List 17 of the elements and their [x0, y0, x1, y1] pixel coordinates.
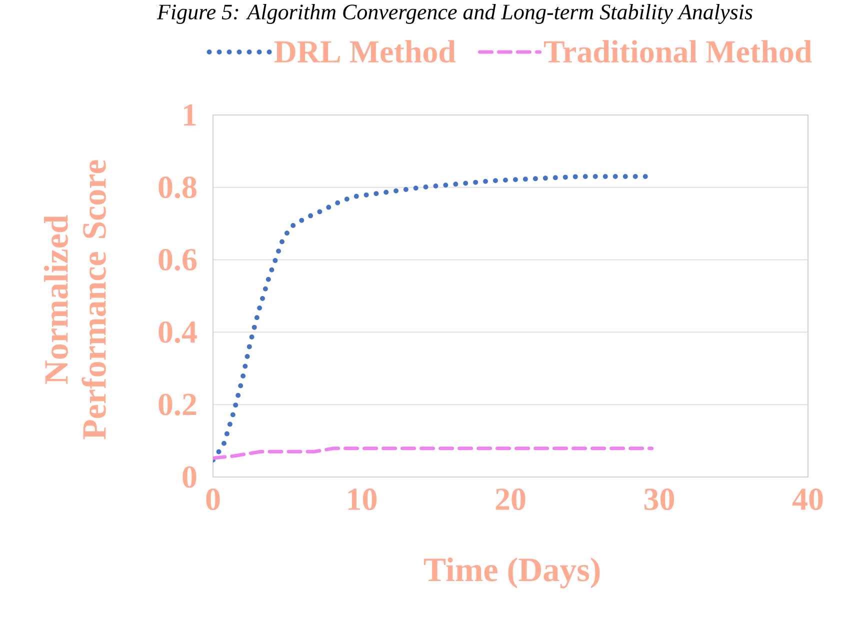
- legend-label: DRL Method: [274, 40, 456, 63]
- y-tick-label: 0.2: [158, 394, 196, 416]
- x-tick-label: 40: [792, 488, 823, 510]
- y-tick-label: 0.4: [158, 321, 197, 344]
- x-tick-label: 10: [348, 488, 377, 510]
- legend-label: Traditional Method: [544, 40, 812, 63]
- x-tick-label: 20: [496, 488, 526, 510]
- y-tick-label: 0: [182, 466, 196, 488]
- x-tick-label: 0: [206, 488, 220, 510]
- chart-title: Figure 5: Algorithm Convergence and Long-term Stability Analysis: [156, 4, 752, 24]
- x-axis-title: Time (Days): [424, 557, 600, 588]
- x-tick-label: 30: [644, 488, 674, 510]
- line-series: [213, 446, 654, 460]
- y-tick-label: 0.8: [158, 176, 196, 198]
- y-axis-title: Normalized Performance Score: [44, 160, 106, 440]
- y-tick-label: 1: [184, 104, 196, 126]
- y-tick-label: 0.6: [158, 248, 197, 271]
